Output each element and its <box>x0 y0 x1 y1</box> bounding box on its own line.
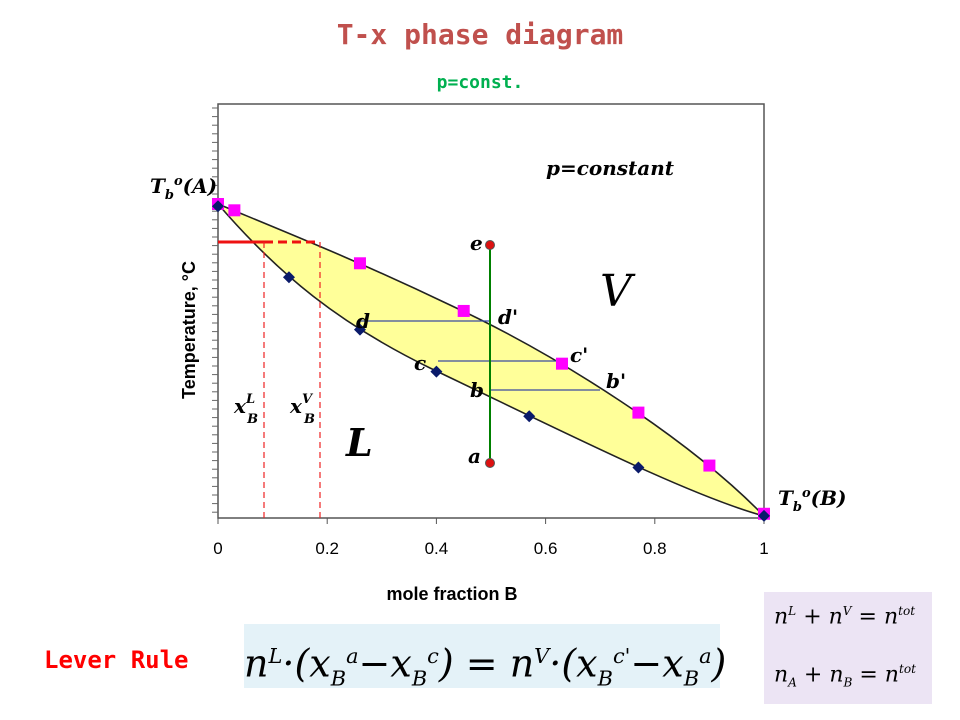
vapor-point <box>703 459 716 472</box>
liquid-point <box>632 461 645 474</box>
point-e <box>485 240 495 250</box>
endpoint-label-B: Tbo(B) <box>778 486 847 515</box>
liquid-point <box>523 410 536 423</box>
label-c-prime: c' <box>570 343 588 367</box>
label-d: d <box>356 309 370 333</box>
pressure-annotation: p=constant <box>546 156 675 180</box>
x-tick-labels: 0 0.2 0.4 0.6 0.8 1 <box>213 518 769 558</box>
x-tick-label: 0.8 <box>643 539 667 558</box>
label-e: e <box>470 231 483 255</box>
x-tick-label: 0.6 <box>534 539 558 558</box>
x-tick-label: 0 <box>213 539 222 558</box>
label-b: b <box>470 378 484 402</box>
y-axis-ticks <box>212 107 218 513</box>
y-axis-title: Temperature, °C <box>179 261 199 399</box>
vapor-point <box>632 406 645 419</box>
vapor-point <box>457 304 470 317</box>
liquid-point <box>758 509 770 522</box>
mole-balance-equations: nL + nV = ntot nA + nB = ntot <box>764 592 932 704</box>
page-subtitle: p=const. <box>436 72 524 93</box>
vapor-region-label: V <box>600 266 636 317</box>
lever-rule-equation: nL·(xBa−xBc) = nV·(xBc'−xBa) <box>244 624 726 690</box>
x-tick-label: 1 <box>759 539 768 558</box>
liquid-point <box>430 365 443 378</box>
point-a <box>485 458 495 468</box>
x-axis-title: mole fraction B <box>386 584 517 600</box>
liquid-point <box>212 200 224 213</box>
vapor-point <box>353 257 366 270</box>
label-d-prime: d' <box>498 305 518 329</box>
page-title: T-x phase diagram <box>336 18 624 51</box>
liquid-point <box>282 271 295 284</box>
component-moles-equation: nA + nB = ntot <box>774 662 916 690</box>
label-c: c <box>414 351 426 375</box>
x-tick-label: 0.4 <box>425 539 449 558</box>
endpoint-label-A: Tbo(A) <box>150 174 217 203</box>
liquid-region-label: L <box>345 420 373 465</box>
total-moles-equation: nL + nV = ntot <box>774 604 916 630</box>
phase-diagram-chart: 0 0.2 0.4 0.6 0.8 1 e d' d c c' b b' a p=cons… <box>150 103 847 600</box>
label-a: a <box>468 444 481 468</box>
label-b-prime: b' <box>606 369 626 393</box>
liquid-point <box>353 323 366 336</box>
vapor-point <box>555 357 568 370</box>
vapor-point <box>228 204 241 217</box>
x-tick-label: 0.2 <box>315 539 339 558</box>
lever-rule-label: Lever Rule <box>44 646 189 674</box>
